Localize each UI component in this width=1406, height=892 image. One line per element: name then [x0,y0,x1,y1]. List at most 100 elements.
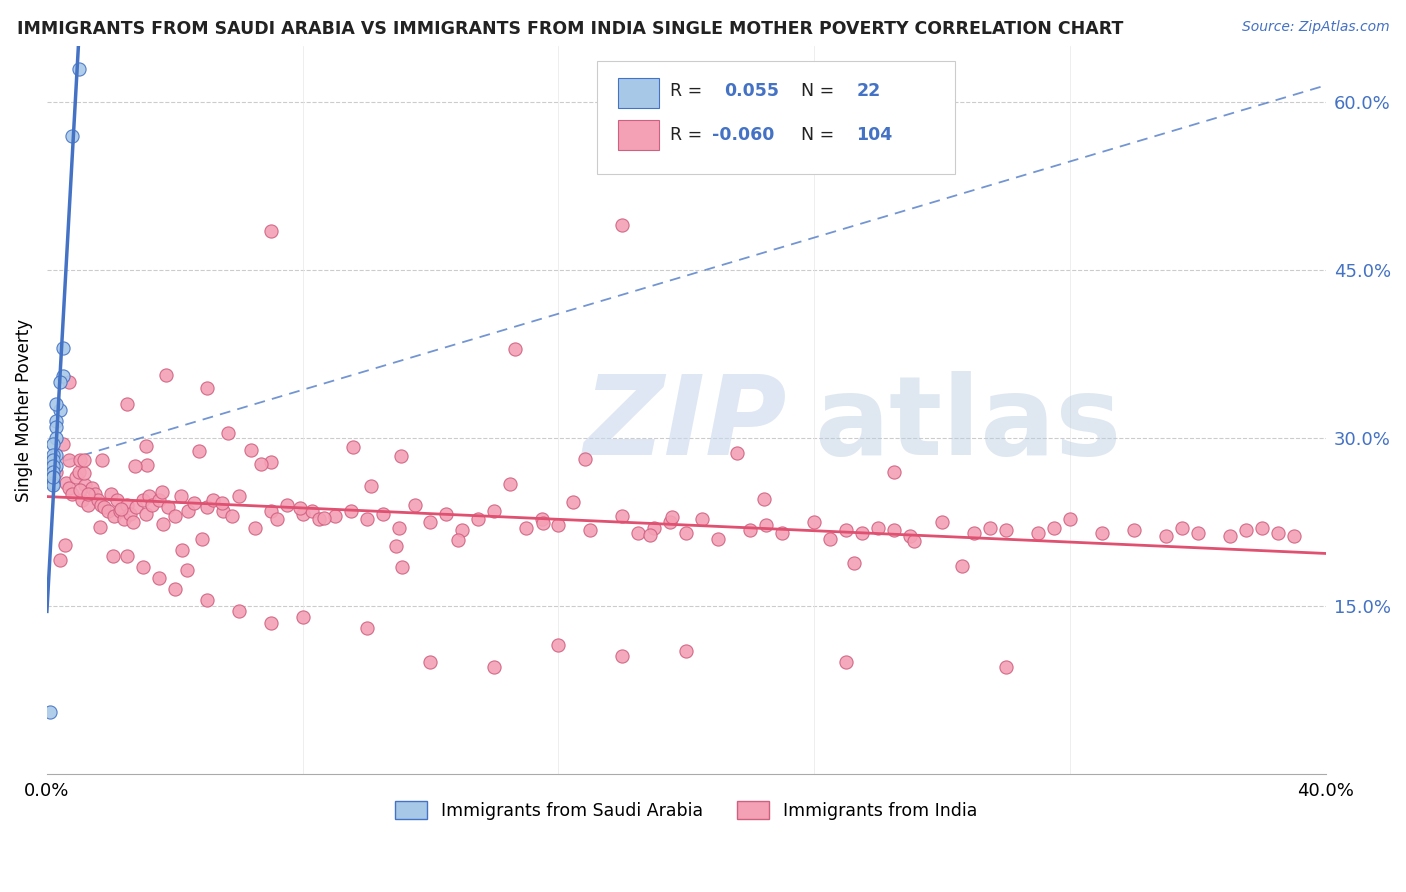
Point [419,515,441,529]
Point [276,498,298,512]
Point [45,414,67,428]
Point [725,446,748,460]
Legend: Immigrants from Saudi Arabia, Immigrants from India: Immigrants from Saudi Arabia, Immigrants… [388,794,984,827]
Point [148,571,170,585]
Point [994,660,1017,674]
Point [83,487,105,501]
Point [1026,526,1049,541]
Point [163,509,186,524]
Point [342,440,364,454]
Point [931,515,953,529]
Point [1187,526,1209,541]
Point [1043,520,1066,534]
Point [467,511,489,525]
Point [1282,529,1305,543]
Point [752,491,775,506]
Point [42,470,65,484]
Point [69,483,91,497]
Point [1267,526,1289,541]
Point [62,128,84,143]
Point [211,496,233,510]
Point [963,526,986,541]
Point [58,453,80,467]
Point [155,368,177,383]
Point [170,543,193,558]
Point [124,458,146,473]
Text: atlas: atlas [814,371,1122,478]
Point [1250,520,1272,534]
Point [1219,529,1241,543]
Point [101,549,124,564]
Point [89,520,111,534]
Point [45,448,67,462]
Point [356,621,378,635]
Point [48,375,70,389]
Point [163,582,186,596]
Point [138,489,160,503]
Point [77,486,100,500]
Point [115,549,138,563]
Point [979,520,1001,534]
Point [690,511,713,525]
Point [803,515,825,529]
Point [87,492,110,507]
Point [42,478,65,492]
Point [132,559,155,574]
Point [100,487,122,501]
Point [93,500,115,515]
Point [770,526,793,541]
Point [266,511,288,525]
Point [818,532,841,546]
Point [339,504,361,518]
Point [835,655,858,669]
Text: R =: R = [669,82,702,100]
Point [39,705,62,719]
Point [115,397,138,411]
Point [176,563,198,577]
Point [188,443,211,458]
FancyBboxPatch shape [596,61,955,174]
Point [360,479,382,493]
Point [1122,523,1144,537]
Point [1170,520,1192,534]
Point [562,495,585,509]
Point [835,523,858,537]
Point [42,436,65,450]
Point [48,553,70,567]
Text: 104: 104 [856,126,893,144]
Point [1154,529,1177,543]
Point [45,431,67,445]
Point [62,487,84,501]
Point [627,526,650,541]
Point [574,452,596,467]
Point [612,509,634,524]
Point [851,526,873,541]
Point [499,477,522,491]
Point [356,511,378,525]
Point [659,515,682,529]
Point [579,523,602,537]
Point [202,492,225,507]
Point [404,498,426,512]
Point [105,492,128,507]
Point [152,516,174,531]
Point [643,520,665,534]
Point [110,501,132,516]
Y-axis label: Single Mother Poverty: Single Mother Poverty [15,318,32,501]
Point [661,510,683,524]
Point [291,610,314,624]
Point [221,509,243,524]
Point [77,498,100,512]
Point [52,369,75,384]
Point [451,523,474,537]
Point [183,496,205,510]
Point [844,556,866,570]
Text: 0.055: 0.055 [724,82,779,100]
Text: Source: ZipAtlas.com: Source: ZipAtlas.com [1241,20,1389,34]
Point [135,458,157,472]
Point [115,498,138,512]
Point [308,511,330,525]
Text: ZIP: ZIP [583,371,787,478]
Point [122,515,145,529]
Point [259,455,281,469]
